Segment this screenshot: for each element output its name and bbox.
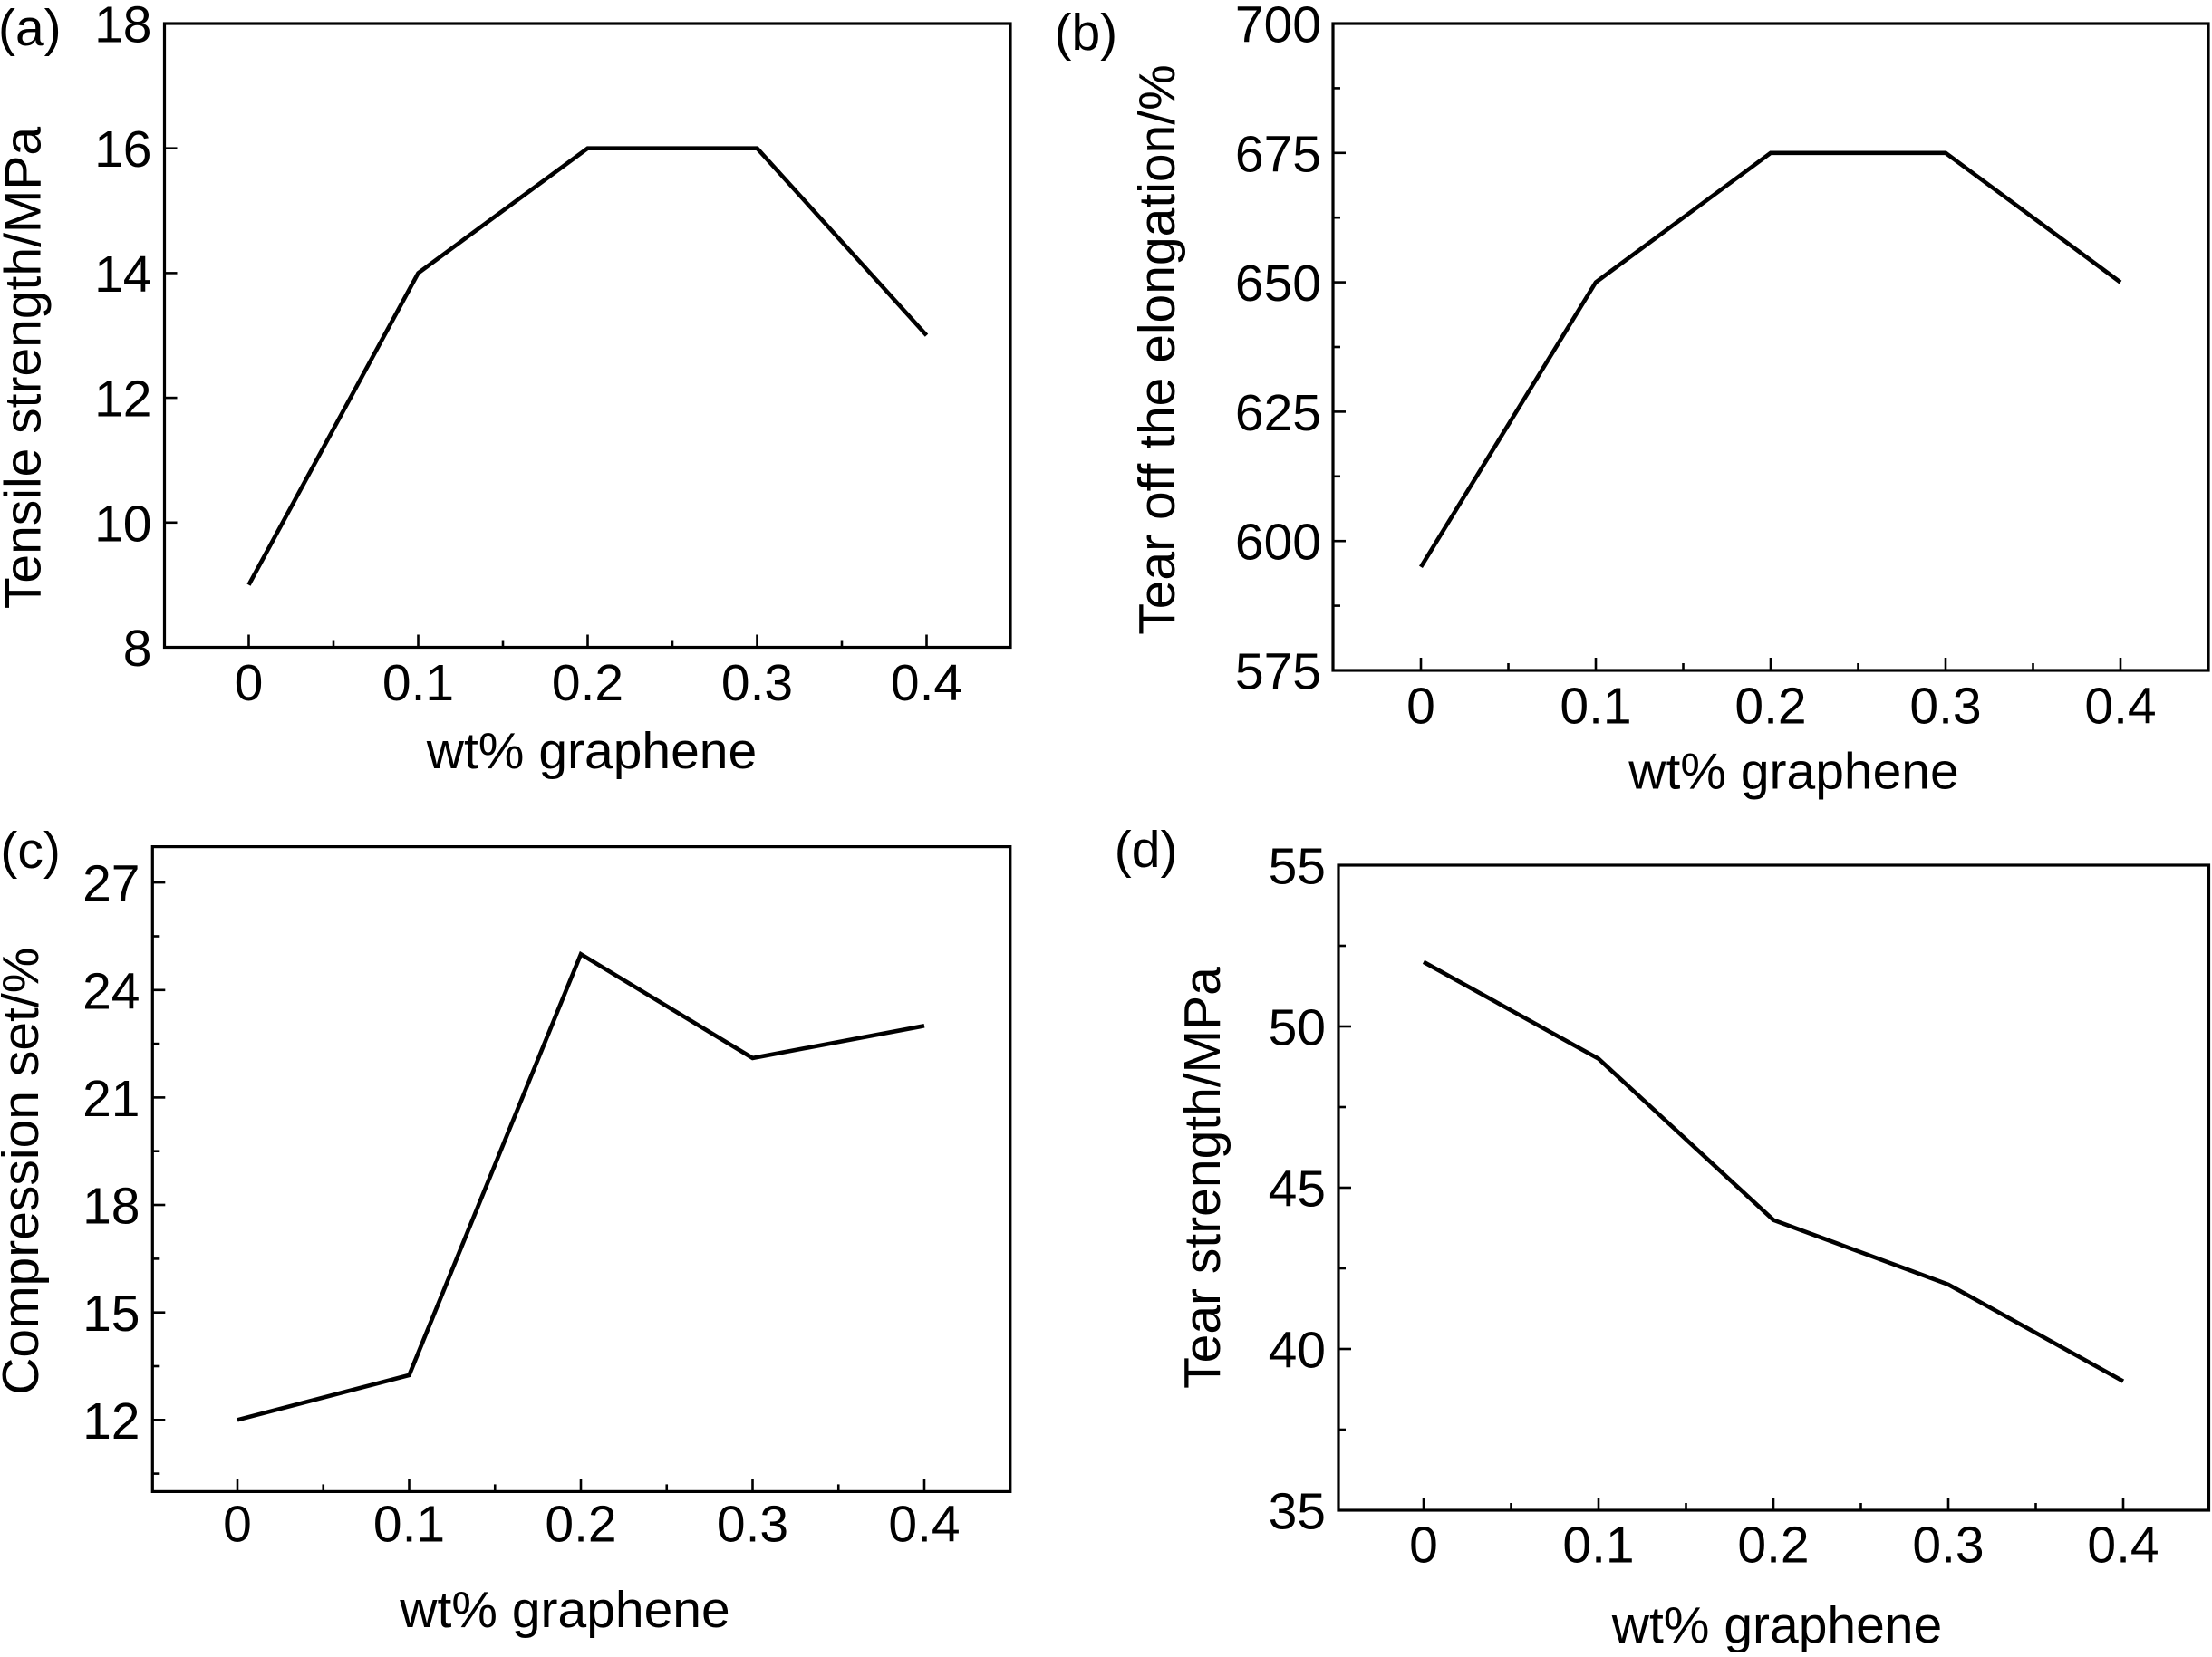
svg-text:625: 625 — [1235, 384, 1321, 442]
svg-text:0.3: 0.3 — [1912, 1517, 1984, 1575]
svg-text:8: 8 — [123, 620, 152, 678]
svg-text:0: 0 — [1409, 1517, 1438, 1575]
svg-text:18: 18 — [94, 0, 151, 54]
svg-text:0.2: 0.2 — [1737, 1517, 1809, 1575]
svg-text:0.3: 0.3 — [1909, 678, 1981, 736]
svg-text:14: 14 — [94, 246, 151, 303]
svg-text:0.3: 0.3 — [721, 654, 793, 712]
svg-text:Tear off the elongation/%: Tear off the elongation/% — [1128, 64, 1186, 635]
svg-text:0: 0 — [1406, 678, 1435, 736]
svg-text:0.1: 0.1 — [1562, 1517, 1634, 1575]
svg-text:0.4: 0.4 — [2087, 1517, 2159, 1575]
svg-text:0.3: 0.3 — [717, 1495, 788, 1553]
svg-text:wt% graphene: wt% graphene — [426, 722, 757, 780]
svg-text:16: 16 — [94, 120, 151, 178]
svg-text:12: 12 — [94, 371, 151, 429]
svg-text:0.2: 0.2 — [1734, 678, 1806, 736]
svg-text:Tear strength/MPa: Tear strength/MPa — [1174, 967, 1232, 1389]
svg-text:0.4: 0.4 — [888, 1495, 960, 1553]
svg-text:10: 10 — [94, 495, 151, 553]
svg-text:(a): (a) — [0, 0, 62, 57]
svg-text:wt% graphene: wt% graphene — [1628, 742, 1958, 800]
svg-text:0.1: 0.1 — [373, 1495, 445, 1553]
svg-text:(b): (b) — [1055, 4, 1118, 62]
svg-text:575: 575 — [1235, 643, 1321, 701]
svg-text:675: 675 — [1235, 125, 1321, 183]
svg-text:40: 40 — [1269, 1322, 1326, 1380]
svg-text:18: 18 — [82, 1178, 140, 1236]
svg-text:wt% graphene: wt% graphene — [399, 1581, 729, 1639]
svg-text:50: 50 — [1269, 999, 1326, 1057]
svg-text:0.1: 0.1 — [1560, 678, 1631, 736]
svg-text:0.2: 0.2 — [545, 1495, 616, 1553]
svg-text:Compression set/%: Compression set/% — [0, 948, 50, 1395]
svg-text:24: 24 — [82, 962, 140, 1020]
svg-text:0.4: 0.4 — [2084, 678, 2156, 736]
svg-text:27: 27 — [82, 855, 140, 913]
svg-text:21: 21 — [82, 1070, 140, 1128]
svg-text:Tensile strength/MPa: Tensile strength/MPa — [0, 127, 53, 610]
svg-text:0.2: 0.2 — [552, 654, 623, 712]
svg-text:15: 15 — [82, 1285, 140, 1343]
svg-text:0.4: 0.4 — [891, 654, 962, 712]
svg-text:12: 12 — [82, 1392, 140, 1450]
svg-text:0.1: 0.1 — [382, 654, 454, 712]
svg-text:0: 0 — [235, 654, 264, 712]
svg-text:55: 55 — [1269, 838, 1326, 896]
svg-text:35: 35 — [1269, 1483, 1326, 1541]
svg-text:wt% graphene: wt% graphene — [1611, 1596, 1942, 1652]
svg-text:600: 600 — [1235, 514, 1321, 572]
svg-text:0: 0 — [223, 1495, 252, 1553]
svg-text:(d): (d) — [1115, 821, 1178, 879]
svg-text:700: 700 — [1235, 0, 1321, 54]
svg-text:650: 650 — [1235, 255, 1321, 313]
svg-text:45: 45 — [1269, 1161, 1326, 1219]
svg-text:(c): (c) — [0, 822, 60, 880]
